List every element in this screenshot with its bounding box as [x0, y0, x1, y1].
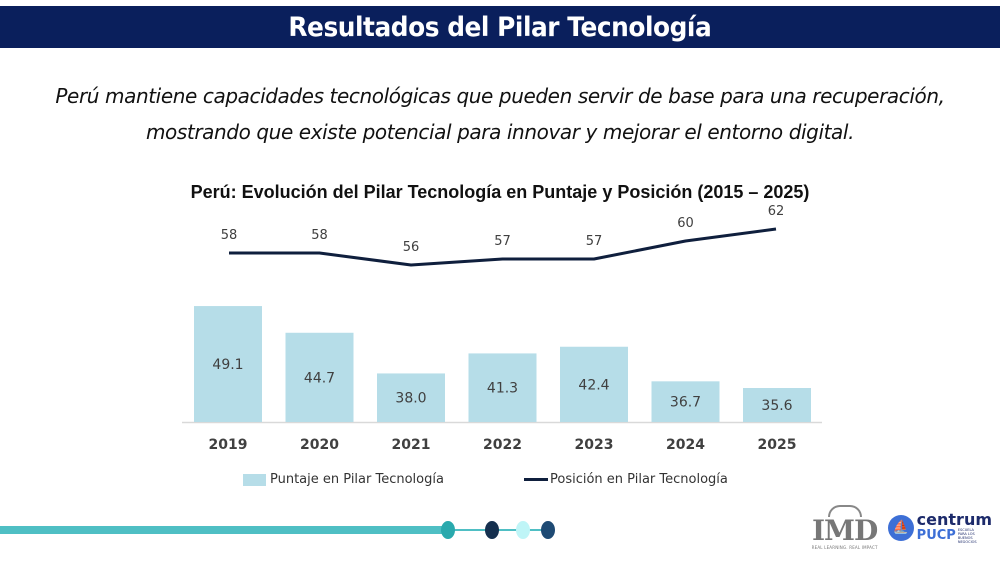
x-tick-2022: 2022 [483, 437, 522, 453]
bar-label-2025: 35.6 [761, 398, 792, 414]
subtitle-line-2: mostrando que existe potencial para inno… [145, 120, 855, 144]
imd-wordmark: IMD [811, 514, 878, 547]
position-line [229, 227, 777, 267]
legend-item-posicion: Posición en Pilar Tecnología [524, 472, 728, 487]
legend-item-puntaje: Puntaje en Pilar Tecnología [243, 472, 444, 487]
x-tick-2023: 2023 [575, 437, 614, 453]
footer-dot-1 [441, 521, 455, 539]
footer-progress-track [0, 526, 448, 534]
centrum-tagline: ESCUELA PARA LOS BUENOS NEGOCIOS [957, 527, 977, 544]
line-label-2019: 58 [221, 228, 238, 243]
header-bar: Resultados del Pilar Tecnología [0, 6, 1000, 48]
imd-tagline: REAL LEARNING. REAL IMPACT [811, 545, 878, 550]
chart: 49.1 2019 44.7 2020 38.0 2021 41.3 2022 42.4 2023… [182, 204, 822, 453]
pucp-wordmark: PUCP [916, 528, 956, 543]
legend-label-puntaje: Puntaje en Pilar Tecnología [270, 472, 444, 487]
bar-label-2019: 49.1 [212, 357, 243, 373]
bar-2020 [285, 332, 354, 422]
legend-swatch-line [524, 478, 548, 481]
legend-swatch-bar [243, 473, 266, 486]
imd-logo: IMD REAL LEARNING. REAL IMPACT [812, 505, 878, 550]
line-label-2024: 60 [677, 216, 694, 231]
bar-2025 [743, 388, 811, 422]
line-label-2023: 57 [586, 234, 603, 249]
bar-label-2024: 36.7 [670, 395, 701, 411]
page-title: Resultados del Pilar Tecnología [288, 11, 712, 43]
footer-dot-3 [516, 521, 530, 539]
x-tick-2020: 2020 [300, 437, 339, 453]
bar-2023 [560, 346, 628, 422]
bar-2021 [377, 373, 445, 422]
bar-label-2021: 38.0 [395, 391, 426, 407]
footer-dot-4 [541, 521, 555, 539]
bar-2022 [468, 353, 537, 422]
x-tick-2021: 2021 [392, 437, 431, 453]
line-label-2022: 57 [494, 234, 511, 249]
imd-fan-icon [827, 505, 862, 517]
line-label-2025: 62 [768, 204, 785, 219]
x-tick-2024: 2024 [666, 437, 705, 453]
subtitle-line-1: Perú mantiene capacidades tecnológicas q… [55, 84, 945, 108]
chart-title: Perú: Evolución del Pilar Tecnología en … [190, 182, 810, 202]
line-label-2021: 56 [403, 240, 420, 255]
centrum-wordmark: centrum [916, 509, 992, 529]
bar-label-2023: 42.4 [578, 377, 609, 393]
centrum-pucp-logo: ⛵ centrum PUCP ESCUELA PARA LOS BUENOS N… [887, 509, 992, 544]
logos: IMD REAL LEARNING. REAL IMPACT ⛵ centrum… [812, 505, 992, 550]
line-label-2020: 58 [311, 228, 328, 243]
bar-2024 [651, 381, 720, 422]
x-tick-2019: 2019 [209, 437, 248, 453]
bar-label-2022: 41.3 [487, 381, 518, 397]
footer-dot-2 [485, 521, 499, 539]
legend-label-posicion: Posición en Pilar Tecnología [550, 472, 728, 487]
bar-label-2020: 44.7 [304, 370, 335, 386]
ship-icon: ⛵ [887, 514, 914, 541]
x-tick-2025: 2025 [758, 437, 797, 453]
bar-2019 [194, 306, 262, 422]
